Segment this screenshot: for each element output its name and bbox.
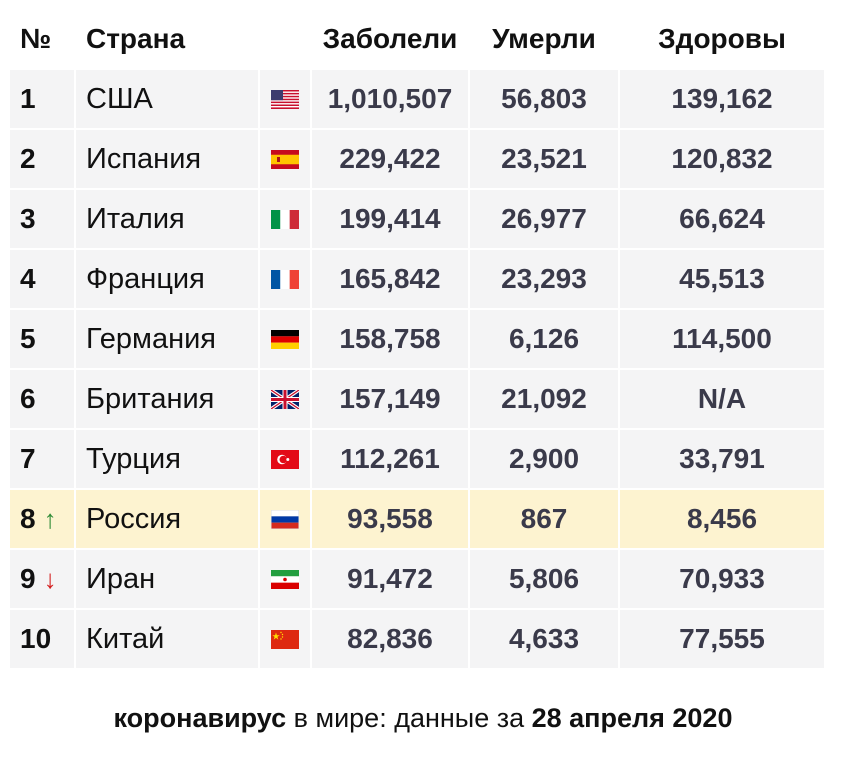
recovered-value: 66,624 xyxy=(620,190,824,248)
deaths-value: 6,126 xyxy=(470,310,618,368)
rank-cell: 7 xyxy=(10,430,74,488)
table-row: 5 Германия 158,758 6,126 114,500 xyxy=(10,310,836,368)
rank-cell: 4 xyxy=(10,250,74,308)
deaths-value: 26,977 xyxy=(470,190,618,248)
rank-number: 4 xyxy=(20,263,36,294)
rank-number: 8 xyxy=(20,503,36,534)
caption-date: 28 апреля 2020 xyxy=(531,703,733,733)
table-row: 2 Испания 229,422 23,521 120,832 xyxy=(10,130,836,188)
cases-value: 93,558 xyxy=(312,490,468,548)
rank-cell: 2 xyxy=(10,130,74,188)
deaths-value: 4,633 xyxy=(470,610,618,668)
table-row-highlighted: 8 ↑ Россия 93,558 867 8,456 xyxy=(10,490,836,548)
it-flag-icon xyxy=(260,190,310,248)
rank-down-arrow-icon: ↓ xyxy=(43,563,57,594)
recovered-value: 8,456 xyxy=(620,490,824,548)
recovered-value: 45,513 xyxy=(620,250,824,308)
rank-cell: 6 xyxy=(10,370,74,428)
recovered-value: 77,555 xyxy=(620,610,824,668)
recovered-value: 120,832 xyxy=(620,130,824,188)
caption-keyword: коронавирус xyxy=(113,703,287,733)
header-num: № xyxy=(20,23,52,54)
country-name: Испания xyxy=(76,130,258,188)
gb-flag-icon xyxy=(260,370,310,428)
header-flag-spacer xyxy=(260,10,310,68)
table-row: 6 Британия 157,149 21,092 N/A xyxy=(10,370,836,428)
covid-table: № Страна Заболели Умерли Здоровы 1 США 1,0… xyxy=(10,10,836,670)
rank-number: 9 xyxy=(20,563,36,594)
de-flag-icon xyxy=(260,310,310,368)
rank-number: 10 xyxy=(20,623,52,654)
caption-middle: в мире: данные за xyxy=(286,703,532,733)
cases-value: 158,758 xyxy=(312,310,468,368)
table-row: 1 США 1,010,507 56,803 139,162 xyxy=(10,70,836,128)
cases-value: 157,149 xyxy=(312,370,468,428)
deaths-value: 56,803 xyxy=(470,70,618,128)
recovered-value: 139,162 xyxy=(620,70,824,128)
rank-number: 6 xyxy=(20,383,36,414)
country-name: Италия xyxy=(76,190,258,248)
cn-flag-icon xyxy=(260,610,310,668)
es-flag-icon xyxy=(260,130,310,188)
table-header: № Страна Заболели Умерли Здоровы xyxy=(10,10,836,68)
country-name: Китай xyxy=(76,610,258,668)
deaths-value: 5,806 xyxy=(470,550,618,608)
cases-value: 91,472 xyxy=(312,550,468,608)
country-name: Британия xyxy=(76,370,258,428)
header-recovered: Здоровы xyxy=(658,23,786,54)
rank-cell: 3 xyxy=(10,190,74,248)
rank-number: 5 xyxy=(20,323,36,354)
rank-cell: 5 xyxy=(10,310,74,368)
table-row: 7 Турция 112,261 2,900 33,791 xyxy=(10,430,836,488)
rank-number: 1 xyxy=(20,83,36,114)
header-country: Страна xyxy=(86,23,186,54)
caption: коронавирус в мире: данные за 28 апреля … xyxy=(0,703,846,734)
table-row: 10 Китай 82,836 4,633 77,555 xyxy=(10,610,836,668)
rank-cell: 8 ↑ xyxy=(10,490,74,548)
deaths-value: 867 xyxy=(470,490,618,548)
cases-value: 165,842 xyxy=(312,250,468,308)
rank-cell: 10 xyxy=(10,610,74,668)
country-name: США xyxy=(76,70,258,128)
country-name: Россия xyxy=(76,490,258,548)
recovered-value: 70,933 xyxy=(620,550,824,608)
table-row: 9 ↓ Иран 91,472 5,806 70,933 xyxy=(10,550,836,608)
deaths-value: 2,900 xyxy=(470,430,618,488)
recovered-value: 33,791 xyxy=(620,430,824,488)
country-name: Германия xyxy=(76,310,258,368)
header-deaths: Умерли xyxy=(492,23,596,54)
rank-cell: 1 xyxy=(10,70,74,128)
cases-value: 112,261 xyxy=(312,430,468,488)
country-name: Турция xyxy=(76,430,258,488)
table-body: 1 США 1,010,507 56,803 139,162 2 Испания 229,42… xyxy=(10,70,836,668)
table-row: 4 Франция 165,842 23,293 45,513 xyxy=(10,250,836,308)
deaths-value: 21,092 xyxy=(470,370,618,428)
recovered-value: 114,500 xyxy=(620,310,824,368)
fr-flag-icon xyxy=(260,250,310,308)
country-name: Франция xyxy=(76,250,258,308)
ru-flag-icon xyxy=(260,490,310,548)
cases-value: 1,010,507 xyxy=(312,70,468,128)
deaths-value: 23,293 xyxy=(470,250,618,308)
us-flag-icon xyxy=(260,70,310,128)
ir-flag-icon xyxy=(260,550,310,608)
rank-up-arrow-icon: ↑ xyxy=(43,503,57,534)
table-row: 3 Италия 199,414 26,977 66,624 xyxy=(10,190,836,248)
cases-value: 199,414 xyxy=(312,190,468,248)
deaths-value: 23,521 xyxy=(470,130,618,188)
rank-number: 7 xyxy=(20,443,36,474)
country-name: Иран xyxy=(76,550,258,608)
cases-value: 82,836 xyxy=(312,610,468,668)
cases-value: 229,422 xyxy=(312,130,468,188)
recovered-value: N/A xyxy=(620,370,824,428)
rank-cell: 9 ↓ xyxy=(10,550,74,608)
header-cases: Заболели xyxy=(322,23,458,54)
rank-number: 3 xyxy=(20,203,36,234)
tr-flag-icon xyxy=(260,430,310,488)
rank-number: 2 xyxy=(20,143,36,174)
